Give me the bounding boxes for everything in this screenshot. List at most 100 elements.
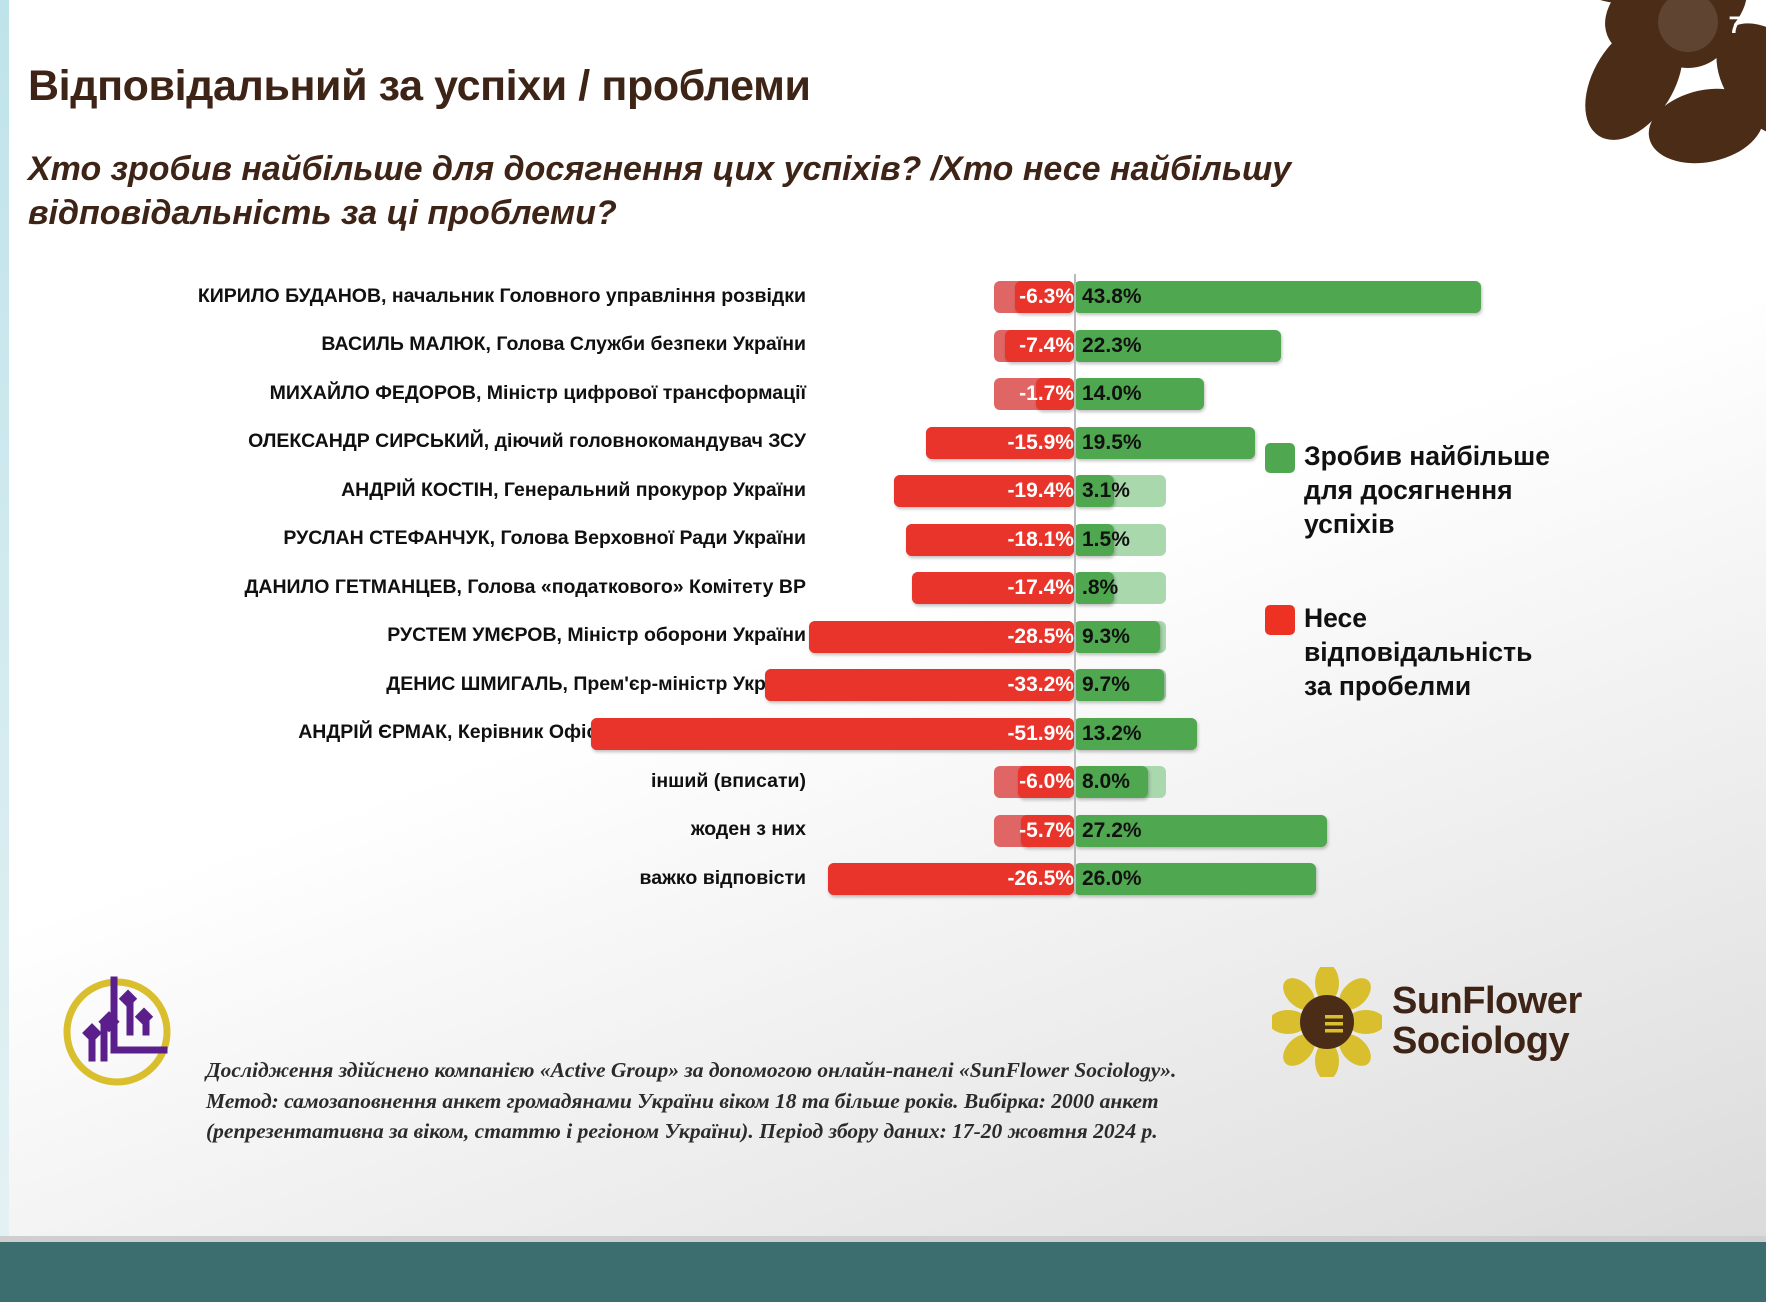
bar-positive	[1074, 620, 1161, 653]
legend-red-swatch-icon	[1265, 604, 1295, 635]
chart-row: ДЕНИС ШМИГАЛЬ, Прем'єр-міністр України -3…	[30, 660, 1550, 709]
bar-positive	[1074, 572, 1114, 604]
chart-category-label: ДЕНИС ШМИГАЛЬ, Прем'єр-міністр України	[386, 672, 806, 695]
bar-value-negative: -26.5%	[1007, 867, 1074, 890]
bar-negative	[765, 669, 1074, 701]
chart-rows: КИРИЛО БУДАНОВ, начальник Головного упра…	[30, 272, 1550, 903]
methodology-note: Дослідження здійснено компанією «Active …	[206, 1058, 1177, 1144]
active-group-logo-icon	[52, 962, 182, 1092]
chart-category-label: РУСТЕМ УМЄРОВ, Міністр оборони України	[387, 624, 806, 647]
bar-value-positive: 27.2%	[1082, 818, 1142, 842]
chart-bars: -28.5% 9.3%	[30, 612, 1550, 661]
bar-value-negative: -6.0%	[1019, 770, 1074, 793]
bar-value-positive: 19.5%	[1082, 430, 1142, 454]
sunflower-sociology-logo: SunFlower Sociology	[1272, 952, 1702, 1092]
bar-positive	[1074, 523, 1114, 556]
chart-category-label: ВАСИЛЬ МАЛЮК, Голова Служби безпеки Укра…	[321, 333, 806, 356]
brand-line-1: SunFlower	[1392, 980, 1582, 1023]
chart-bars: -18.1% 1.5%	[30, 515, 1550, 564]
bar-value-positive: 26.0%	[1082, 867, 1142, 890]
chart-bars: -26.5% 26.0%	[30, 854, 1550, 903]
bar-value-positive: 9.3%	[1082, 624, 1130, 648]
bar-negative	[1018, 766, 1074, 798]
bar-value-positive: 13.2%	[1082, 721, 1142, 745]
bar-positive	[1074, 717, 1197, 750]
bar-positive	[1074, 329, 1282, 362]
chart-row: АНДРІЙ ЄРМАК, Керівник Офісу Президента …	[30, 709, 1550, 758]
bar-value-negative: -6.3%	[1019, 285, 1074, 308]
brand-line-2: Sociology	[1392, 1020, 1570, 1062]
left-accent-bar	[0, 0, 9, 1302]
bar-value-negative: -51.9%	[1007, 721, 1074, 745]
chart-row: МИХАЙЛО ФЕДОРОВ, Міністр цифрової трансф…	[30, 369, 1550, 418]
chart-row: РУСТЕМ УМЄРОВ, Міністр оборони України -2…	[30, 612, 1550, 661]
bar-value-negative: -15.9%	[1007, 430, 1074, 454]
bar-negative	[1015, 281, 1074, 313]
bar-value-negative: -28.5%	[1007, 624, 1074, 648]
legend-negative-label: Несе відповідальність за пробелми	[1304, 602, 1533, 701]
chart-row: важко відповісти -26.5% 26.0%	[30, 854, 1550, 903]
bar-value-negative: -18.1%	[1007, 527, 1074, 551]
chart-row: РУСЛАН СТЕФАНЧУК, Голова Верховної Ради …	[30, 515, 1550, 564]
chart-legend: Зробив найбільше для досягнення успіхів …	[1265, 440, 1555, 763]
chart-category-label: жоден з них	[690, 818, 806, 841]
bottom-divider	[0, 1236, 1766, 1242]
chart-category-label: АНДРІЙ КОСТІН, Генеральний прокурор Укра…	[341, 478, 806, 501]
page-subtitle: Хто зробив найбільше для досягнення цих …	[28, 150, 1292, 232]
bar-positive	[1074, 814, 1327, 847]
bar-value-positive: 1.5%	[1082, 527, 1130, 551]
bar-value-positive: 43.8%	[1082, 285, 1142, 308]
chart-category-label: ДАНИЛО ГЕТМАНЦЕВ, Голова «податкового» К…	[244, 575, 806, 598]
bar-negative	[591, 717, 1074, 750]
bar-positive	[1074, 426, 1256, 459]
bar-value-negative: -7.4%	[1019, 333, 1074, 357]
bar-value-negative: -33.2%	[1007, 673, 1074, 696]
bar-value-negative: -17.4%	[1007, 576, 1074, 599]
chart-category-label: МИХАЙЛО ФЕДОРОВ, Міністр цифрової трансф…	[269, 381, 806, 404]
chart-category-label: інший (вписати)	[650, 769, 806, 792]
chart-category-label: важко відповісти	[639, 866, 807, 889]
bar-value-positive: 9.7%	[1082, 673, 1130, 696]
chart-bars: -5.7% 27.2%	[30, 806, 1550, 855]
bar-negative	[1005, 329, 1074, 362]
chart-bars: -19.4% 3.1%	[30, 466, 1550, 515]
chart-bars: -33.2% 9.7%	[30, 660, 1550, 709]
sunflower-logo-icon	[1272, 967, 1382, 1077]
chart-bars: -7.4% 22.3%	[30, 321, 1550, 370]
bar-positive	[1074, 863, 1316, 895]
bar-value-positive: 14.0%	[1082, 382, 1142, 405]
bottom-teal-bar	[0, 1242, 1766, 1302]
legend-green-swatch-icon	[1265, 443, 1295, 473]
bar-positive	[1074, 669, 1165, 701]
bar-positive	[1074, 475, 1114, 507]
bar-value-positive: 22.3%	[1082, 333, 1142, 357]
diverging-bar-chart: КИРИЛО БУДАНОВ, начальник Головного упра…	[30, 272, 1550, 902]
chart-bars: -51.9% 13.2%	[30, 709, 1550, 758]
bar-value-positive: .8%	[1082, 576, 1119, 599]
chart-row: ОЛЕКСАНДР СИРСЬКИЙ, діючий головнокоманд…	[30, 418, 1550, 467]
bar-negative	[827, 863, 1074, 895]
chart-bars: -1.7% 14.0%	[30, 369, 1550, 418]
bar-value-negative: -5.7%	[1019, 818, 1074, 842]
bar-value-positive: 3.1%	[1082, 479, 1130, 502]
chart-row: ВАСИЛЬ МАЛЮК, Голова Служби безпеки Укра…	[30, 321, 1550, 370]
page-title: Відповідальний за успіхи / проблеми	[28, 62, 811, 110]
legend-item-negative: Несе відповідальність за пробелми	[1265, 602, 1555, 704]
bar-negative	[926, 426, 1074, 459]
chart-center-axis	[1074, 274, 1076, 894]
bar-negative	[912, 572, 1074, 604]
chart-category-label: ОЛЕКСАНДР СИРСЬКИЙ, діючий головнокоманд…	[248, 430, 806, 453]
chart-bars: -15.9% 19.5%	[30, 418, 1550, 467]
chart-row: АНДРІЙ КОСТІН, Генеральний прокурор Укра…	[30, 466, 1550, 515]
bar-negative	[1036, 378, 1074, 410]
legend-item-positive: Зробив найбільше для досягнення успіхів	[1265, 440, 1555, 542]
bar-positive	[1074, 378, 1205, 410]
page-number: 7	[1728, 12, 1742, 39]
bar-negative	[808, 620, 1074, 653]
brand-name: SunFlower Sociology	[1392, 980, 1582, 1062]
chart-bars: -17.4% .8%	[30, 563, 1550, 612]
chart-bars: -6.3% 43.8%	[30, 272, 1550, 321]
bar-value-negative: -19.4%	[1007, 479, 1074, 502]
chart-bars: -6.0% 8.0%	[30, 757, 1550, 806]
